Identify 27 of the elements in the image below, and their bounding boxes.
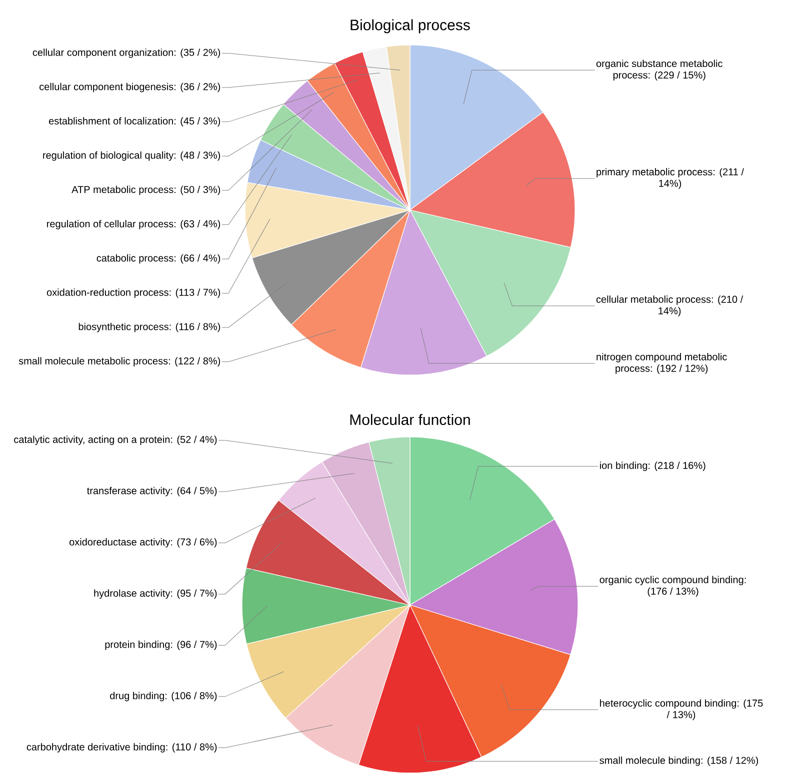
slice-label: cellular component organization: (35 / 2%)	[32, 48, 220, 58]
slice-label: oxidoreductase activity: (73 / 6%)	[69, 538, 217, 548]
slice-label: ATP metabolic process: (50 / 3%)	[72, 186, 220, 196]
slice-label: ion binding: (218 / 16%)	[600, 462, 706, 471]
slice-label: catabolic process: (66 / 4%)	[96, 254, 220, 264]
slice-label: transferase activity: (64 / 5%)	[87, 486, 217, 496]
slice-label: drug binding: (106 / 8%)	[110, 692, 217, 702]
slice-label: carbohydrate derivative binding: (110 / 8%)	[26, 743, 217, 752]
slice-label: protein binding: (96 / 7%)	[105, 640, 217, 650]
slice-label: catalytic activity, acting on a protein: (52 / 4%)	[14, 436, 217, 445]
slice-label: small molecule metabolic process: (122 / 8%)	[18, 357, 220, 366]
slice-label: cellular component biogenesis: (36 / 2%)	[40, 82, 220, 92]
chart-title: Biological process	[350, 19, 470, 34]
slice-label: organic cyclic compound binding: (176 / 13%)	[600, 576, 746, 597]
slice-label: regulation of cellular process: (63 / 4%)	[47, 220, 220, 230]
slice-label: nitrogen compound metabolic process: (192 / 12%)	[596, 353, 727, 374]
slice-label: organic substance metabolic process: (229 / 15%)	[596, 60, 722, 81]
slice-label: small molecule binding: (158 / 12%)	[600, 756, 758, 766]
slice-label: oxidation-reduction process: (113 / 7%)	[46, 288, 220, 298]
slice-label: biosynthetic process: (116 / 8%)	[78, 322, 220, 332]
slice-label: establishment of localization: (45 / 3%)	[49, 117, 220, 126]
slice-label: hydrolase activity: (95 / 7%)	[94, 589, 217, 599]
chart-title: Molecular function	[350, 414, 470, 426]
slice-label: primary metabolic process: (211 / 14%)	[596, 168, 744, 189]
slice-label: regulation of biological quality: (48 / 3%)	[43, 151, 220, 161]
slice-label: cellular metabolic process: (210 / 14%)	[596, 296, 744, 316]
slice-label: heterocyclic compound binding: (175 / 13%)	[600, 699, 763, 720]
